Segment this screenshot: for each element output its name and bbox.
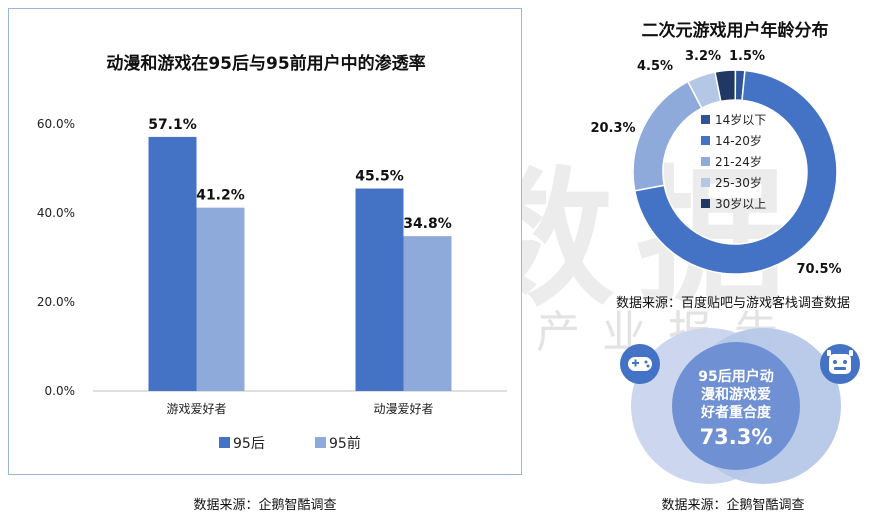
venn-overlap xyxy=(672,342,800,470)
y-tick-label: 20.0% xyxy=(37,295,75,309)
legend-label: 95前 xyxy=(329,435,361,452)
legend-label: 14-20岁 xyxy=(715,133,762,148)
venn-value: 73.3% xyxy=(699,425,773,449)
venn-line-3: 好者重合度 xyxy=(701,405,771,421)
x-tick-label: 动漫爱好者 xyxy=(373,402,433,416)
donut-title: 二次元游戏用户年龄分布 xyxy=(641,21,829,41)
legend-swatch xyxy=(219,437,230,448)
bar-value-label: 34.8% xyxy=(403,216,452,232)
legend-swatch xyxy=(701,178,710,187)
venn-diagram xyxy=(620,328,860,484)
bar-value-label: 45.5% xyxy=(355,169,404,185)
y-tick-label: 0.0% xyxy=(45,384,76,398)
legend-label: 21-24岁 xyxy=(715,154,762,169)
slice-value-label: 70.5% xyxy=(796,262,841,277)
legend-label: 30岁以上 xyxy=(715,196,766,211)
bar-value-label: 57.1% xyxy=(148,117,197,133)
slice-value-label: 1.5% xyxy=(729,49,765,64)
bar xyxy=(148,136,197,391)
legend-label: 25-30岁 xyxy=(715,175,762,190)
venn-text: 95后用户动 漫和游戏爱 好者重合度 73.3% xyxy=(686,368,786,449)
bar xyxy=(403,236,452,391)
legend-label: 95后 xyxy=(233,436,265,452)
venn-line-2: 漫和游戏爱 xyxy=(701,387,771,403)
bar-chart: 0.0% 20.0% 40.0% 60.0% 57.1% 41.2% 游戏爱好者 45.5% 3… xyxy=(37,117,507,452)
slice-value-label: 20.3% xyxy=(590,121,635,136)
bar xyxy=(196,207,245,391)
donut-slice xyxy=(714,69,737,103)
donut-slice xyxy=(632,80,703,192)
y-tick-label: 40.0% xyxy=(37,206,75,220)
mascot-icon xyxy=(820,344,860,384)
venn-line-1: 95后用户动 xyxy=(698,369,774,385)
slice-value-label: 4.5% xyxy=(637,59,673,74)
slice-value-label: 3.2% xyxy=(685,49,721,64)
legend-swatch xyxy=(701,157,710,166)
donut-chart: 1.5% 70.5% 20.3% 4.5% 3.2% 14岁以下 14-20岁 21-24岁 2… xyxy=(590,49,841,277)
x-tick-label: 游戏爱好者 xyxy=(166,402,226,416)
legend-swatch xyxy=(701,136,710,145)
legend-label: 14岁以下 xyxy=(715,112,766,127)
legend-swatch xyxy=(701,115,710,124)
donut-slice xyxy=(633,69,838,275)
bar xyxy=(355,188,404,391)
left-source: 数据来源：企鹅智酷调查 xyxy=(193,498,337,513)
legend-swatch xyxy=(701,199,710,208)
venn-source: 数据来源：企鹅智酷调查 xyxy=(661,498,805,513)
bar-chart-panel: 动漫和游戏在95后与95前用户中的渗透率 0.0% 20.0% 40.0% 60.0%… xyxy=(8,8,522,475)
legend-swatch xyxy=(315,437,326,448)
bar-chart-title: 动漫和游戏在95后与95前用户中的渗透率 xyxy=(106,54,426,74)
gamepad-icon xyxy=(620,344,660,384)
y-tick-label: 60.0% xyxy=(37,117,75,131)
donut-source: 数据来源：百度贴吧与游戏客栈调查数据 xyxy=(615,296,850,311)
bar-value-label: 41.2% xyxy=(196,188,245,204)
